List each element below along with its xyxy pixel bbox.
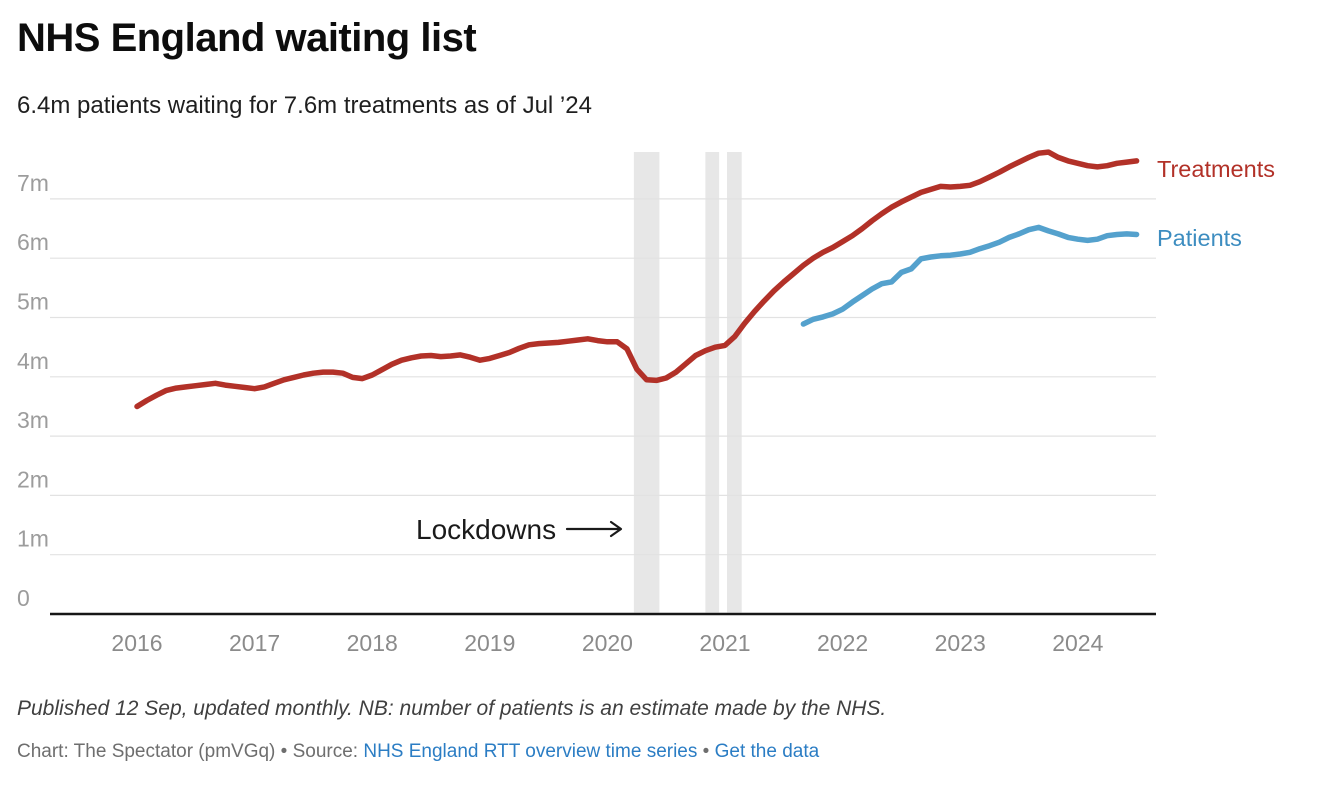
series-label-treatments: Treatments: [1157, 156, 1275, 182]
y-tick-label: 6m: [17, 229, 49, 255]
y-tick-label: 4m: [17, 348, 49, 374]
x-tick-label: 2023: [935, 630, 986, 656]
series-label-patients: Patients: [1157, 225, 1242, 251]
x-tick-label: 2018: [347, 630, 398, 656]
lockdown-band: [727, 152, 742, 613]
y-tick-label: 7m: [17, 170, 49, 196]
x-tick-label: 2020: [582, 630, 633, 656]
credit-separator: •: [697, 741, 715, 762]
chart-subtitle: 6.4m patients waiting for 7.6m treatment…: [17, 92, 592, 119]
chart-title: NHS England waiting list: [17, 16, 477, 60]
lockdowns-arrow-icon: [565, 520, 623, 538]
footnote: Published 12 Sep, updated monthly. NB: n…: [17, 697, 887, 720]
y-tick-label: 2m: [17, 466, 49, 492]
x-tick-label: 2024: [1052, 630, 1103, 656]
y-tick-label: 3m: [17, 407, 49, 433]
x-tick-label: 2022: [817, 630, 868, 656]
patients-line: [800, 224, 1140, 327]
y-tick-label: 1m: [17, 526, 49, 552]
treatments-line: [134, 149, 1140, 410]
x-tick-label: 2016: [111, 630, 162, 656]
get-the-data-link[interactable]: Get the data: [714, 741, 820, 762]
lockdowns-annotation: Lockdowns: [416, 514, 556, 545]
x-tick-label: 2021: [699, 630, 750, 656]
x-tick-label: 2017: [229, 630, 280, 656]
source-link[interactable]: NHS England RTT overview time series: [363, 741, 698, 762]
lockdown-band: [705, 152, 720, 613]
credit-prefix: Chart: The Spectator (pmVGq) • Source:: [17, 741, 364, 762]
y-tick-label: 5m: [17, 289, 49, 315]
credit-line: Chart: The Spectator (pmVGq) • Source: N…: [17, 741, 819, 763]
y-tick-label: 0: [17, 585, 30, 611]
x-tick-label: 2019: [464, 630, 515, 656]
